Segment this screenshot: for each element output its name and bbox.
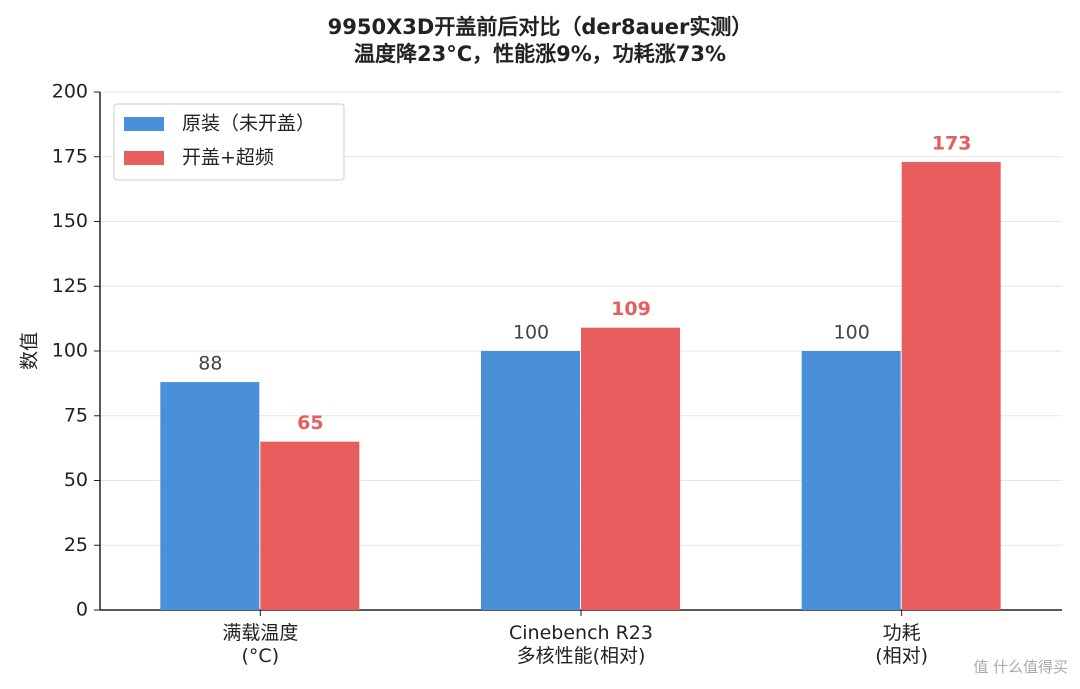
data-label: 100: [513, 322, 549, 344]
x-tick-label: Cinebench R23 多核性能(相对): [509, 622, 653, 667]
y-tick-label: 0: [76, 599, 88, 621]
data-label: 100: [834, 322, 870, 344]
chart-title: 9950X3D开盖前后对比（der8auer实测） 温度降23°C，性能涨9%，…: [327, 15, 753, 66]
legend-swatch: [124, 151, 164, 165]
data-label: 173: [932, 132, 972, 154]
data-label: 109: [611, 298, 651, 320]
data-label: 65: [297, 412, 323, 434]
x-tick-label: 满载温度 (°C): [222, 622, 299, 667]
bar: [801, 351, 901, 610]
bar: [260, 441, 360, 610]
y-tick-label: 125: [52, 275, 88, 297]
y-axis-label: 数值: [19, 332, 41, 370]
y-tick-label: 100: [52, 340, 88, 362]
y-tick-label: 75: [64, 404, 88, 426]
y-tick-label: 50: [64, 469, 88, 491]
y-tick-label: 150: [52, 210, 88, 232]
legend-swatch: [124, 117, 164, 131]
legend-label: 开盖+超频: [182, 147, 274, 169]
x-tick-label: 功耗 (相对): [875, 622, 929, 667]
y-tick-label: 200: [52, 81, 88, 103]
legend-label: 原装（未开盖）: [182, 113, 315, 135]
data-label: 88: [198, 353, 222, 375]
legend: 原装（未开盖） 开盖+超频: [113, 103, 345, 181]
y-tick-label: 25: [64, 534, 88, 556]
bar: [901, 161, 1001, 610]
bar: [581, 327, 680, 610]
y-tick-label: 175: [52, 145, 88, 167]
watermark: 值 什么值得买: [973, 658, 1068, 676]
legend-box: [113, 103, 345, 181]
bar: [481, 351, 580, 610]
bar: [160, 382, 260, 610]
